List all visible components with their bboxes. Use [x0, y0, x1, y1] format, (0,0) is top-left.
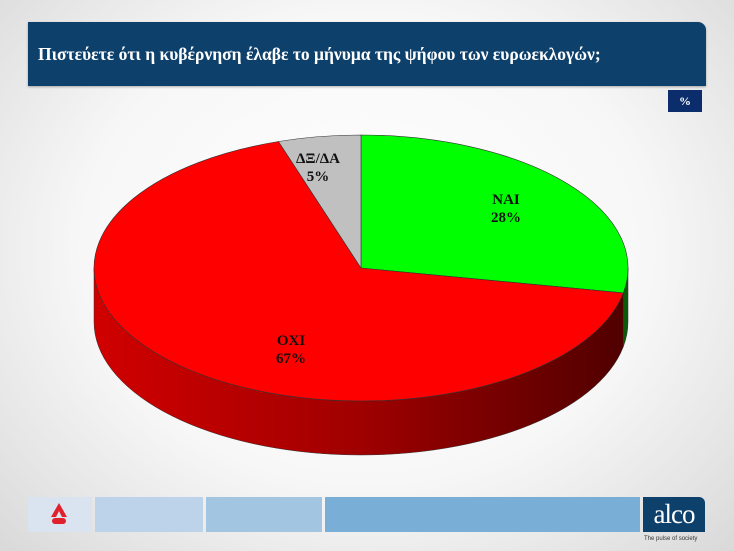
slice-label-nai: ΝΑΙ: [492, 192, 520, 208]
slice-label-dk: ΔΞ/ΔΑ: [296, 151, 340, 167]
slice-value-dk: 5%: [307, 169, 330, 185]
alpha-logo: [28, 497, 92, 532]
pie-slice-top: [93, 141, 624, 402]
slice-value-oxi: 67%: [276, 351, 306, 367]
alco-tagline: The pulse of society: [644, 536, 698, 542]
footer-band-1: [95, 497, 203, 532]
alpha-logo-icon: [51, 503, 67, 524]
slice-value-nai: 28%: [491, 210, 521, 226]
slice-label-oxi: ΟΧΙ: [277, 333, 306, 349]
unit-badge: %: [668, 90, 702, 112]
pie-slice-top: [277, 134, 362, 270]
footer-band-3: [325, 497, 640, 532]
chart-title: Πιστεύετε ότι η κυβέρνηση έλαβε το μήνυμ…: [38, 44, 601, 64]
alco-logo: alco: [643, 497, 705, 532]
footer-band-2: [206, 497, 322, 532]
title-bar: Πιστεύετε ότι η κυβέρνηση έλαβε το μήνυμ…: [28, 22, 706, 86]
pie-slice-top: [360, 134, 629, 294]
